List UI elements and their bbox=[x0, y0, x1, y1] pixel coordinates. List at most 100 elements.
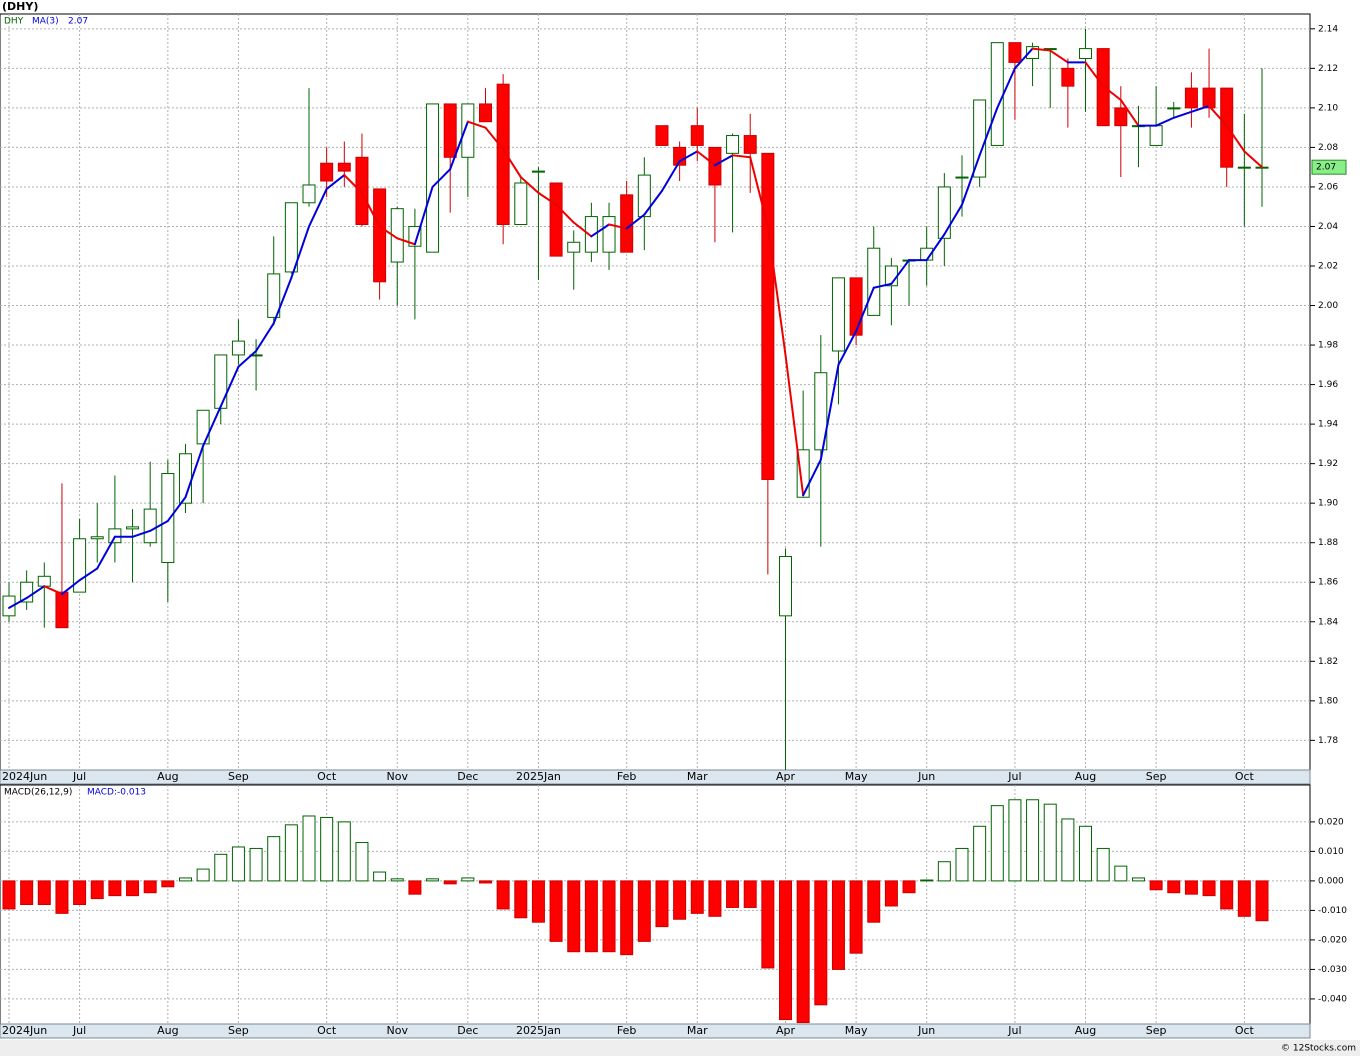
candle-body bbox=[743, 135, 757, 154]
x-tick-label: Jul bbox=[72, 1024, 86, 1037]
candle-body bbox=[779, 556, 793, 617]
macd-bar bbox=[1167, 880, 1181, 894]
macd-bar bbox=[302, 815, 316, 882]
footer: © 12Stocks.com bbox=[1281, 1044, 1356, 1054]
macd-bar bbox=[337, 821, 351, 882]
candle-body bbox=[161, 473, 175, 563]
macd-bar bbox=[1043, 803, 1057, 882]
y-tick-label: 1.78 bbox=[1318, 736, 1338, 746]
plot-area bbox=[0, 13, 1311, 771]
y-tick-label: 1.80 bbox=[1318, 696, 1338, 706]
macd-bar bbox=[779, 880, 793, 1021]
macd-bar bbox=[1149, 880, 1163, 891]
macd-bar bbox=[602, 880, 616, 953]
candle-body bbox=[1202, 87, 1216, 109]
macd-bar bbox=[461, 877, 475, 882]
macd-bar bbox=[1061, 818, 1075, 882]
candle-body bbox=[55, 591, 69, 629]
ma-segment bbox=[855, 286, 875, 333]
candle-body bbox=[1114, 107, 1128, 127]
macd-bar bbox=[796, 880, 810, 1024]
legend-macd: MACD(26,12,9) bbox=[4, 788, 72, 798]
y-tick-label: 2.04 bbox=[1318, 222, 1338, 232]
ma-segment bbox=[555, 203, 575, 224]
ma-segment bbox=[713, 154, 734, 167]
x-tick-label: Nov bbox=[387, 1024, 409, 1037]
macd-bar bbox=[1008, 799, 1022, 882]
macd-bar bbox=[920, 879, 934, 882]
macd-bar bbox=[55, 880, 69, 914]
candle-body bbox=[1237, 166, 1251, 169]
ma-segment bbox=[1243, 150, 1263, 169]
candle-body bbox=[443, 103, 457, 158]
candle-body bbox=[214, 354, 228, 409]
macd-bar bbox=[884, 880, 898, 907]
macd-bar bbox=[620, 880, 634, 956]
macd-bar bbox=[390, 878, 404, 882]
candle-body bbox=[726, 135, 740, 154]
candle-body bbox=[426, 103, 440, 253]
x-tick-label: May bbox=[845, 1024, 868, 1037]
candle-body bbox=[478, 103, 492, 123]
candle-body bbox=[1026, 46, 1040, 59]
legend-macd-value: MACD:-0.013 bbox=[87, 788, 146, 798]
candle-body bbox=[1061, 67, 1075, 87]
ma-segment bbox=[1031, 47, 1052, 52]
ma-segment bbox=[78, 567, 99, 582]
x-tick-label: Sep bbox=[228, 1024, 249, 1037]
y-tick-label: 1.88 bbox=[1318, 538, 1338, 548]
ma-segment bbox=[308, 187, 328, 228]
ma-segment bbox=[431, 168, 452, 188]
ma-segment bbox=[237, 349, 258, 368]
candle-body bbox=[1184, 87, 1198, 109]
macd-bar bbox=[549, 880, 563, 942]
macd-bar bbox=[284, 824, 298, 882]
candle-body bbox=[814, 372, 828, 451]
candle-body bbox=[267, 273, 281, 318]
macd-bar bbox=[567, 880, 581, 953]
candle-body bbox=[143, 508, 157, 544]
x-tick-label: Oct bbox=[1235, 1024, 1255, 1037]
ma-segment bbox=[837, 330, 858, 366]
ma-segment bbox=[1084, 61, 1105, 88]
y-tick-label: 2.10 bbox=[1318, 103, 1338, 113]
ma-segment bbox=[290, 225, 311, 279]
ma-segment bbox=[255, 322, 275, 352]
ma-segment bbox=[325, 174, 346, 190]
candle-body bbox=[337, 162, 351, 172]
macd-bar bbox=[726, 880, 740, 908]
macd-bar bbox=[990, 805, 1004, 882]
macd-bar bbox=[73, 880, 87, 906]
candle-body bbox=[1079, 48, 1093, 59]
x-tick-label: Sep bbox=[1146, 770, 1167, 783]
macd-bar bbox=[90, 880, 104, 900]
ma-segment bbox=[819, 363, 840, 461]
candle-body bbox=[937, 186, 951, 239]
macd-bar bbox=[655, 880, 669, 928]
ma-segment bbox=[1013, 47, 1034, 70]
x-tick-label: Aug bbox=[157, 770, 178, 783]
x-tick-label: May bbox=[845, 770, 868, 783]
x-tick-label: Oct bbox=[317, 770, 337, 783]
ma-segment bbox=[696, 150, 716, 167]
macd-bar bbox=[1114, 865, 1128, 882]
macd-bar bbox=[1184, 880, 1198, 895]
macd-bar bbox=[1237, 880, 1251, 917]
macd-bar bbox=[1220, 880, 1234, 910]
candle-body bbox=[690, 125, 704, 146]
candle-body bbox=[231, 340, 245, 356]
x-tick-label: Mar bbox=[687, 770, 708, 783]
candle-body bbox=[1008, 42, 1022, 63]
x-tick-label: 2025Jan bbox=[516, 1024, 561, 1037]
candle-body bbox=[955, 176, 969, 179]
candle-body bbox=[567, 241, 581, 253]
candle-body bbox=[320, 162, 334, 182]
macd-bar bbox=[761, 880, 775, 969]
macd-bar bbox=[196, 868, 210, 882]
y-tick-label: 0.020 bbox=[1318, 817, 1344, 827]
y-tick-label: 1.90 bbox=[1318, 499, 1338, 509]
y-tick-label: -0.010 bbox=[1318, 906, 1347, 916]
macd-bar bbox=[373, 871, 387, 882]
last-price-box bbox=[1311, 159, 1347, 175]
